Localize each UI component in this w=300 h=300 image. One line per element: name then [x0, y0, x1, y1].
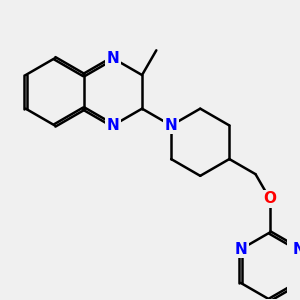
Text: N: N	[106, 118, 119, 133]
Text: O: O	[263, 191, 276, 206]
Text: N: N	[234, 242, 247, 257]
Text: N: N	[292, 242, 300, 257]
Text: N: N	[106, 51, 119, 66]
Text: N: N	[165, 118, 178, 133]
